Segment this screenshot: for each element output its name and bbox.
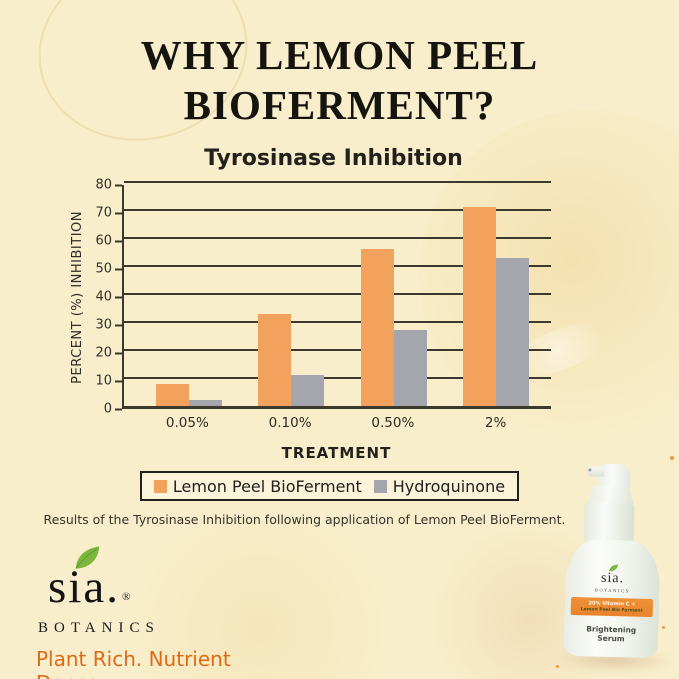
bar [156,383,190,406]
x-tick-label: 0.10% [268,415,312,431]
y-tick-mark [115,212,122,214]
bar-groups [124,185,551,406]
page-title: WHY LEMON PEEL BIOFERMENT? [0,30,679,130]
bar-group [343,185,445,406]
gridline [124,349,551,351]
gridline [124,321,551,323]
y-tick: 60 [95,234,122,249]
gridline [124,237,551,239]
chart-title: Tyrosinase Inhibition [204,146,463,171]
x-axis-label: TREATMENT [281,444,392,462]
x-tick-label: 0.50% [371,415,415,431]
y-tick: 20 [95,346,122,361]
y-tick-mark [115,352,122,354]
bottle-band-line2: Lemon Peel Bio Ferment [580,606,643,614]
pump-collar [583,502,635,544]
y-tick-mark [115,324,122,326]
leaf-icon [72,546,102,570]
x-tick-label: 0.05% [165,415,209,431]
y-axis-ticks: 0 10 20 30 40 50 60 70 80 [88,178,122,417]
y-tick: 30 [95,318,122,333]
orange-speck [662,626,665,629]
bottle-leaf-icon [608,564,618,572]
y-axis-label-column: PERCENT (%) INHIBITION [66,185,88,409]
bottle-body: sia. BOTANICS 20% Vitamin C + Lemon Peel… [563,538,661,659]
bottle-logo-subtext: BOTANICS [594,587,630,594]
bar-group [445,185,547,406]
bottle-orange-band: 20% Vitamin C + Lemon Peel Bio Ferment [570,596,654,618]
y-tick: 70 [95,206,122,221]
legend-label: Hydroquinone [392,476,506,496]
product-bottle-image: sia. BOTANICS 20% Vitamin C + Lemon Peel… [555,459,676,675]
y-tick-mark [115,184,122,186]
y-tick-mark [115,296,122,298]
x-tick-label: 2% [484,415,507,431]
registered-trademark: ® [121,591,131,603]
y-tick-label: 0 [103,401,112,417]
brand-logotype-text: sia. [48,561,120,613]
bar-chart: Tyrosinase Inhibition PERCENT (%) INHIBI… [0,146,679,501]
bottle-product-name-line1: Brightening [586,624,637,635]
y-tick: 50 [95,262,122,277]
y-tick-label: 10 [95,373,112,389]
bottle-logo-text: sia. [600,570,625,587]
chart-plot-row: PERCENT (%) INHIBITION 0 10 20 30 40 50 60 70 80 [66,178,679,417]
brand-logotype: sia. ® [48,564,276,611]
brand-tagline: Plant Rich. Nutrient Dense. [36,647,231,679]
bar [360,249,394,406]
y-tick-label: 80 [95,177,112,193]
bar [495,257,529,406]
y-axis-label: PERCENT (%) INHIBITION [69,210,85,384]
bar [291,375,325,406]
y-tick-label: 20 [95,345,112,361]
orange-speck [556,665,559,668]
legend-swatch [373,479,387,493]
legend-item: Hydroquinone [373,476,506,496]
pump-orifice [588,468,592,472]
bar [462,207,496,406]
gridline [124,293,551,295]
gridline [124,209,551,211]
gridline [124,377,551,379]
background-lemon-watermark [419,110,679,440]
page-title-line2: BIOFERMENT? [183,82,496,129]
bottle-product-name-line2: Serum [597,634,625,644]
y-tick-mark [115,268,122,270]
y-tick: 0 [104,402,122,417]
x-tick-labels: 0.05% 0.10% 0.50% 2% [122,415,551,431]
legend: Lemon Peel BioFerment Hydroquinone [140,471,519,501]
legend-label: Lemon Peel BioFerment [172,476,362,496]
bar [393,330,427,406]
bar [258,313,292,406]
gridline [124,181,551,183]
y-tick-label: 60 [95,233,112,249]
y-tick: 10 [95,374,122,389]
legend-item: Lemon Peel BioFerment [153,476,362,496]
gridline [124,265,551,267]
brand-subtext: BOTANICS [38,620,160,636]
y-tick-mark [115,380,122,382]
y-tick-label: 40 [95,289,112,305]
bar [189,400,223,406]
y-tick-mark [115,240,122,242]
y-tick-mark [115,408,122,410]
y-tick-label: 30 [95,317,112,333]
orange-speck [670,456,674,460]
plot-area [122,181,551,409]
brand-logo: sia.® BOTANICS Plant Rich. Nutrient Dens… [36,546,276,679]
legend-swatch [153,479,167,493]
y-tick-label: 50 [95,261,112,277]
page-title-line1: WHY LEMON PEEL [140,32,539,78]
bar-group [240,185,342,406]
chart-caption: Results of the Tyrosinase Inhibition fol… [43,512,566,527]
bottle-product-name: Brightening Serum [586,624,636,644]
y-tick-label: 70 [95,205,112,221]
y-tick: 40 [95,290,122,305]
y-tick: 80 [95,178,122,193]
bar-group [138,185,240,406]
